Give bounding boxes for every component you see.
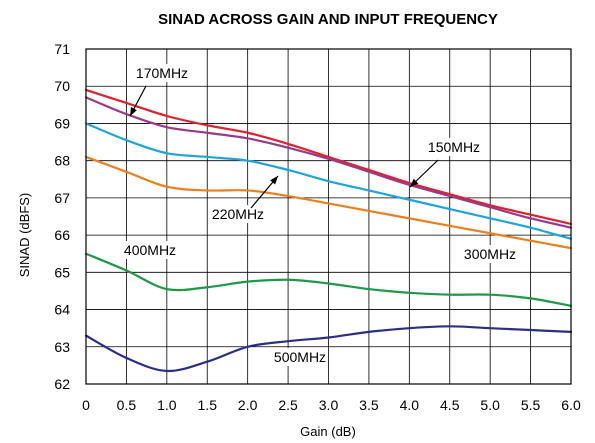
x-axis-label: Gain (dB) — [300, 424, 356, 439]
y-tick-label: 66 — [54, 227, 70, 243]
series-annotations: 170MHz 150MHz 220MHz 300MHz 400MHz 500MHz — [122, 64, 518, 366]
x-tick-label: 5.0 — [480, 397, 500, 413]
y-tick-label: 62 — [54, 376, 70, 392]
y-tick-label: 67 — [54, 190, 70, 206]
x-tick-labels: 0 0.5 1.0 1.5 2.0 2.5 3.0 3.5 4.0 4.5 5.0 5.5 6.0 — [82, 397, 581, 413]
y-tick-labels: 62 63 64 65 66 67 68 69 70 71 — [54, 41, 70, 392]
y-tick-label: 64 — [54, 302, 70, 318]
series-lines — [84, 88, 573, 373]
annotation-150mhz: 150MHz — [428, 139, 480, 155]
y-tick-label: 65 — [54, 264, 70, 280]
x-tick-label: 1.5 — [198, 397, 218, 413]
y-tick-label: 68 — [54, 153, 70, 169]
series-line-170mhz — [84, 88, 573, 226]
y-tick-label: 63 — [54, 339, 70, 355]
annotation-220mhz: 220MHz — [212, 206, 264, 222]
x-tick-label: 4.0 — [400, 397, 420, 413]
x-tick-label: 2.5 — [278, 397, 298, 413]
annotation-bg-400mhz — [122, 241, 178, 259]
annotation-300mhz: 300MHz — [464, 246, 516, 262]
x-tick-label: 0 — [82, 397, 90, 413]
x-tick-label: 2.0 — [238, 397, 258, 413]
annotation-arrowhead-150mhz — [410, 178, 419, 187]
y-axis-label: SINAD (dBFS) — [17, 193, 32, 278]
x-tick-label: 5.5 — [521, 397, 541, 413]
annotation-bg-500mhz — [272, 348, 328, 366]
annotation-bg-220mhz — [210, 205, 266, 223]
y-tick-label: 69 — [54, 115, 70, 131]
x-tick-label: 3.0 — [319, 397, 339, 413]
annotation-170mhz: 170MHz — [136, 65, 188, 81]
series-line-400mhz — [84, 252, 573, 307]
annotation-500mhz: 500MHz — [274, 349, 326, 365]
x-tick-label: 3.5 — [359, 397, 379, 413]
annotation-bg-150mhz — [426, 138, 482, 156]
annotation-bg-300mhz — [462, 245, 518, 263]
y-tick-label: 70 — [54, 78, 70, 94]
y-tick-label: 71 — [54, 41, 70, 57]
series-line-300mhz — [84, 155, 573, 250]
annotation-arrowhead-170mhz — [130, 107, 137, 116]
x-tick-label: 0.5 — [117, 397, 137, 413]
annotation-arrowhead-220mhz — [270, 176, 278, 185]
series-line-150mhz — [84, 96, 573, 229]
series-line-500mhz — [84, 325, 573, 373]
grid — [85, 48, 572, 385]
x-tick-label: 1.0 — [157, 397, 177, 413]
annotation-400mhz: 400MHz — [124, 242, 176, 258]
plot-frame — [85, 48, 572, 385]
annotation-bg-170mhz — [134, 64, 190, 82]
series-line-220mhz — [84, 122, 573, 240]
chart-title: SINAD ACROSS GAIN AND INPUT FREQUENCY — [158, 11, 498, 28]
x-tick-label: 4.5 — [440, 397, 460, 413]
x-tick-label: 6.0 — [561, 397, 581, 413]
